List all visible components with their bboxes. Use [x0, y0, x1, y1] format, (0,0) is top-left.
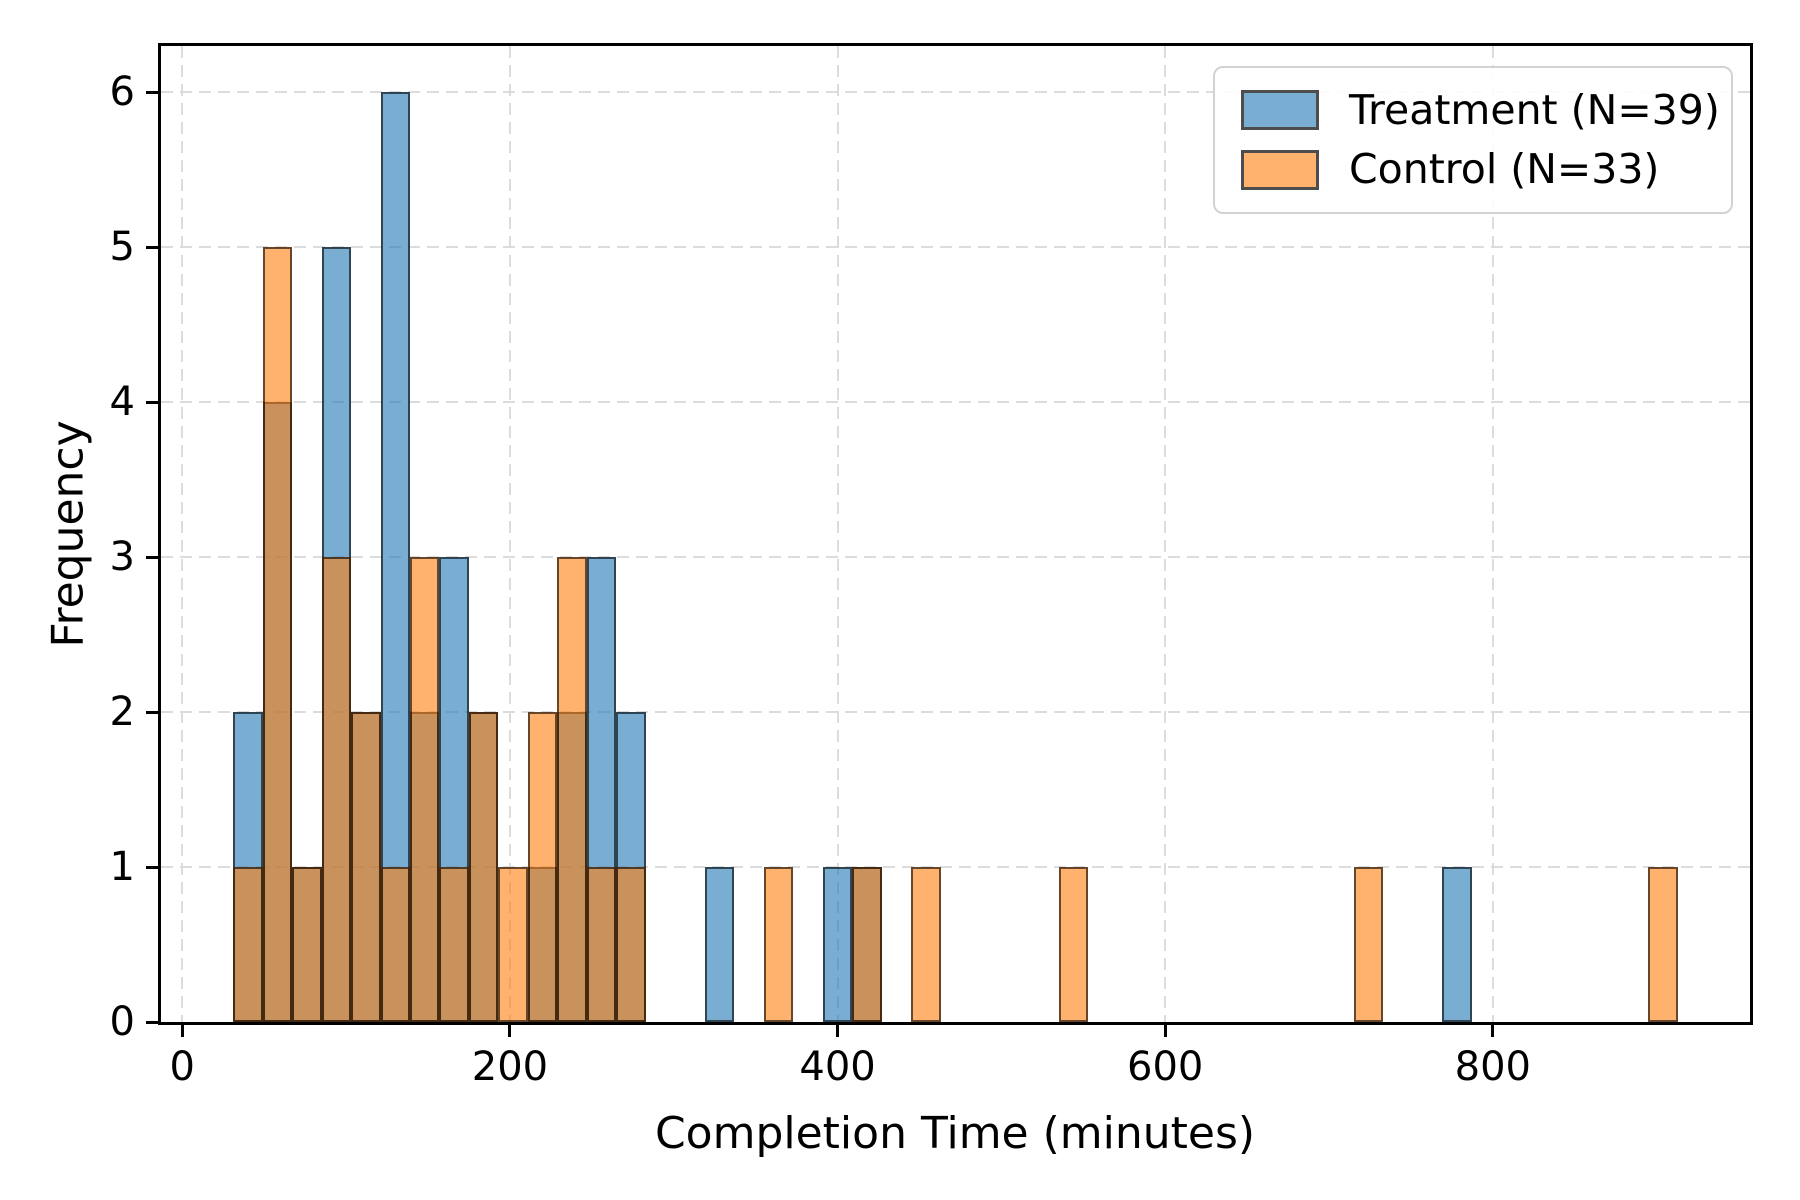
x-tick-400 — [836, 1022, 840, 1037]
y-tick-6 — [146, 90, 161, 94]
hist-bar-control-895 — [1648, 867, 1678, 1022]
hist-bar-control-139 — [409, 557, 440, 1022]
legend-label-control: Control (N=33) — [1349, 145, 1660, 193]
hist-bar-treatment-769 — [1442, 867, 1472, 1022]
y-tick-label-6: 6 — [109, 69, 135, 116]
x-tick-200 — [508, 1022, 512, 1037]
hist-bar-control-193 — [498, 867, 528, 1022]
gridline-x-600 — [1164, 46, 1167, 1022]
hist-bar-control-535 — [1058, 867, 1089, 1022]
x-tick-label-200: 200 — [471, 1044, 549, 1090]
gridline-x-800 — [1491, 46, 1494, 1022]
legend-entry-treatment: Treatment (N=39) — [1241, 85, 1731, 134]
hist-bar-control-121 — [380, 867, 410, 1022]
hist-bar-treatment-391 — [822, 867, 853, 1022]
x-tick-label-800: 800 — [1454, 1044, 1531, 1090]
y-tick-label-4: 4 — [109, 379, 135, 426]
hist-bar-control-103 — [351, 712, 381, 1022]
gridline-y-5 — [161, 246, 1750, 249]
hist-bar-control-67 — [292, 867, 322, 1022]
gridline-x-0 — [181, 46, 184, 1022]
hist-bar-treatment-319 — [704, 867, 735, 1022]
hist-bar-control-49 — [262, 247, 293, 1022]
y-tick-label-2: 2 — [109, 689, 135, 736]
x-tick-label-600: 600 — [1126, 1044, 1204, 1090]
treatment-swatch-icon — [1241, 90, 1319, 131]
hist-bar-control-715 — [1353, 867, 1384, 1022]
x-tick-800 — [1491, 1022, 1495, 1037]
y-tick-3 — [146, 555, 161, 559]
legend-entry-control: Control (N=33) — [1241, 145, 1731, 193]
gridline-y-6 — [161, 91, 1750, 94]
y-tick-label-0: 0 — [109, 999, 135, 1045]
y-tick-label-3: 3 — [109, 534, 135, 581]
hist-bar-control-85 — [321, 557, 352, 1022]
hist-bar-control-31 — [233, 867, 263, 1022]
y-axis-title: Frequency — [42, 420, 94, 648]
hist-bar-control-157 — [439, 867, 469, 1022]
x-tick-0 — [180, 1022, 184, 1037]
y-tick-label-5: 5 — [109, 224, 135, 271]
x-tick-label-400: 400 — [799, 1044, 876, 1090]
x-tick-600 — [1163, 1022, 1167, 1037]
hist-bar-control-445 — [911, 867, 941, 1022]
gridline-y-4 — [161, 401, 1750, 404]
gridline-y-2 — [161, 711, 1750, 714]
x-axis-title: Completion Time (minutes) — [654, 1108, 1256, 1159]
y-tick-4 — [146, 400, 161, 404]
hist-bar-treatment-121 — [380, 92, 410, 1022]
y-tick-label-1: 1 — [109, 844, 135, 891]
gridline-y-3 — [161, 556, 1750, 559]
legend: Treatment (N=39) Control (N=33) — [1213, 66, 1733, 214]
y-tick-1 — [146, 865, 161, 869]
control-swatch-icon — [1241, 149, 1319, 190]
hist-bar-control-229 — [557, 557, 587, 1022]
hist-bar-control-355 — [763, 867, 794, 1022]
hist-bar-control-409 — [852, 867, 882, 1022]
gridline-y-1 — [161, 866, 1750, 869]
x-tick-label-0: 0 — [169, 1044, 196, 1090]
hist-bar-control-265 — [616, 867, 646, 1022]
y-tick-5 — [146, 245, 161, 249]
hist-bar-control-211 — [527, 712, 558, 1022]
gridline-x-200 — [508, 46, 511, 1022]
y-tick-0 — [146, 1020, 161, 1024]
gridline-x-400 — [836, 46, 839, 1022]
hist-bar-control-175 — [468, 712, 499, 1022]
legend-label-treatment: Treatment (N=39) — [1349, 85, 1720, 134]
hist-bar-control-247 — [586, 867, 617, 1022]
y-tick-2 — [146, 710, 161, 714]
